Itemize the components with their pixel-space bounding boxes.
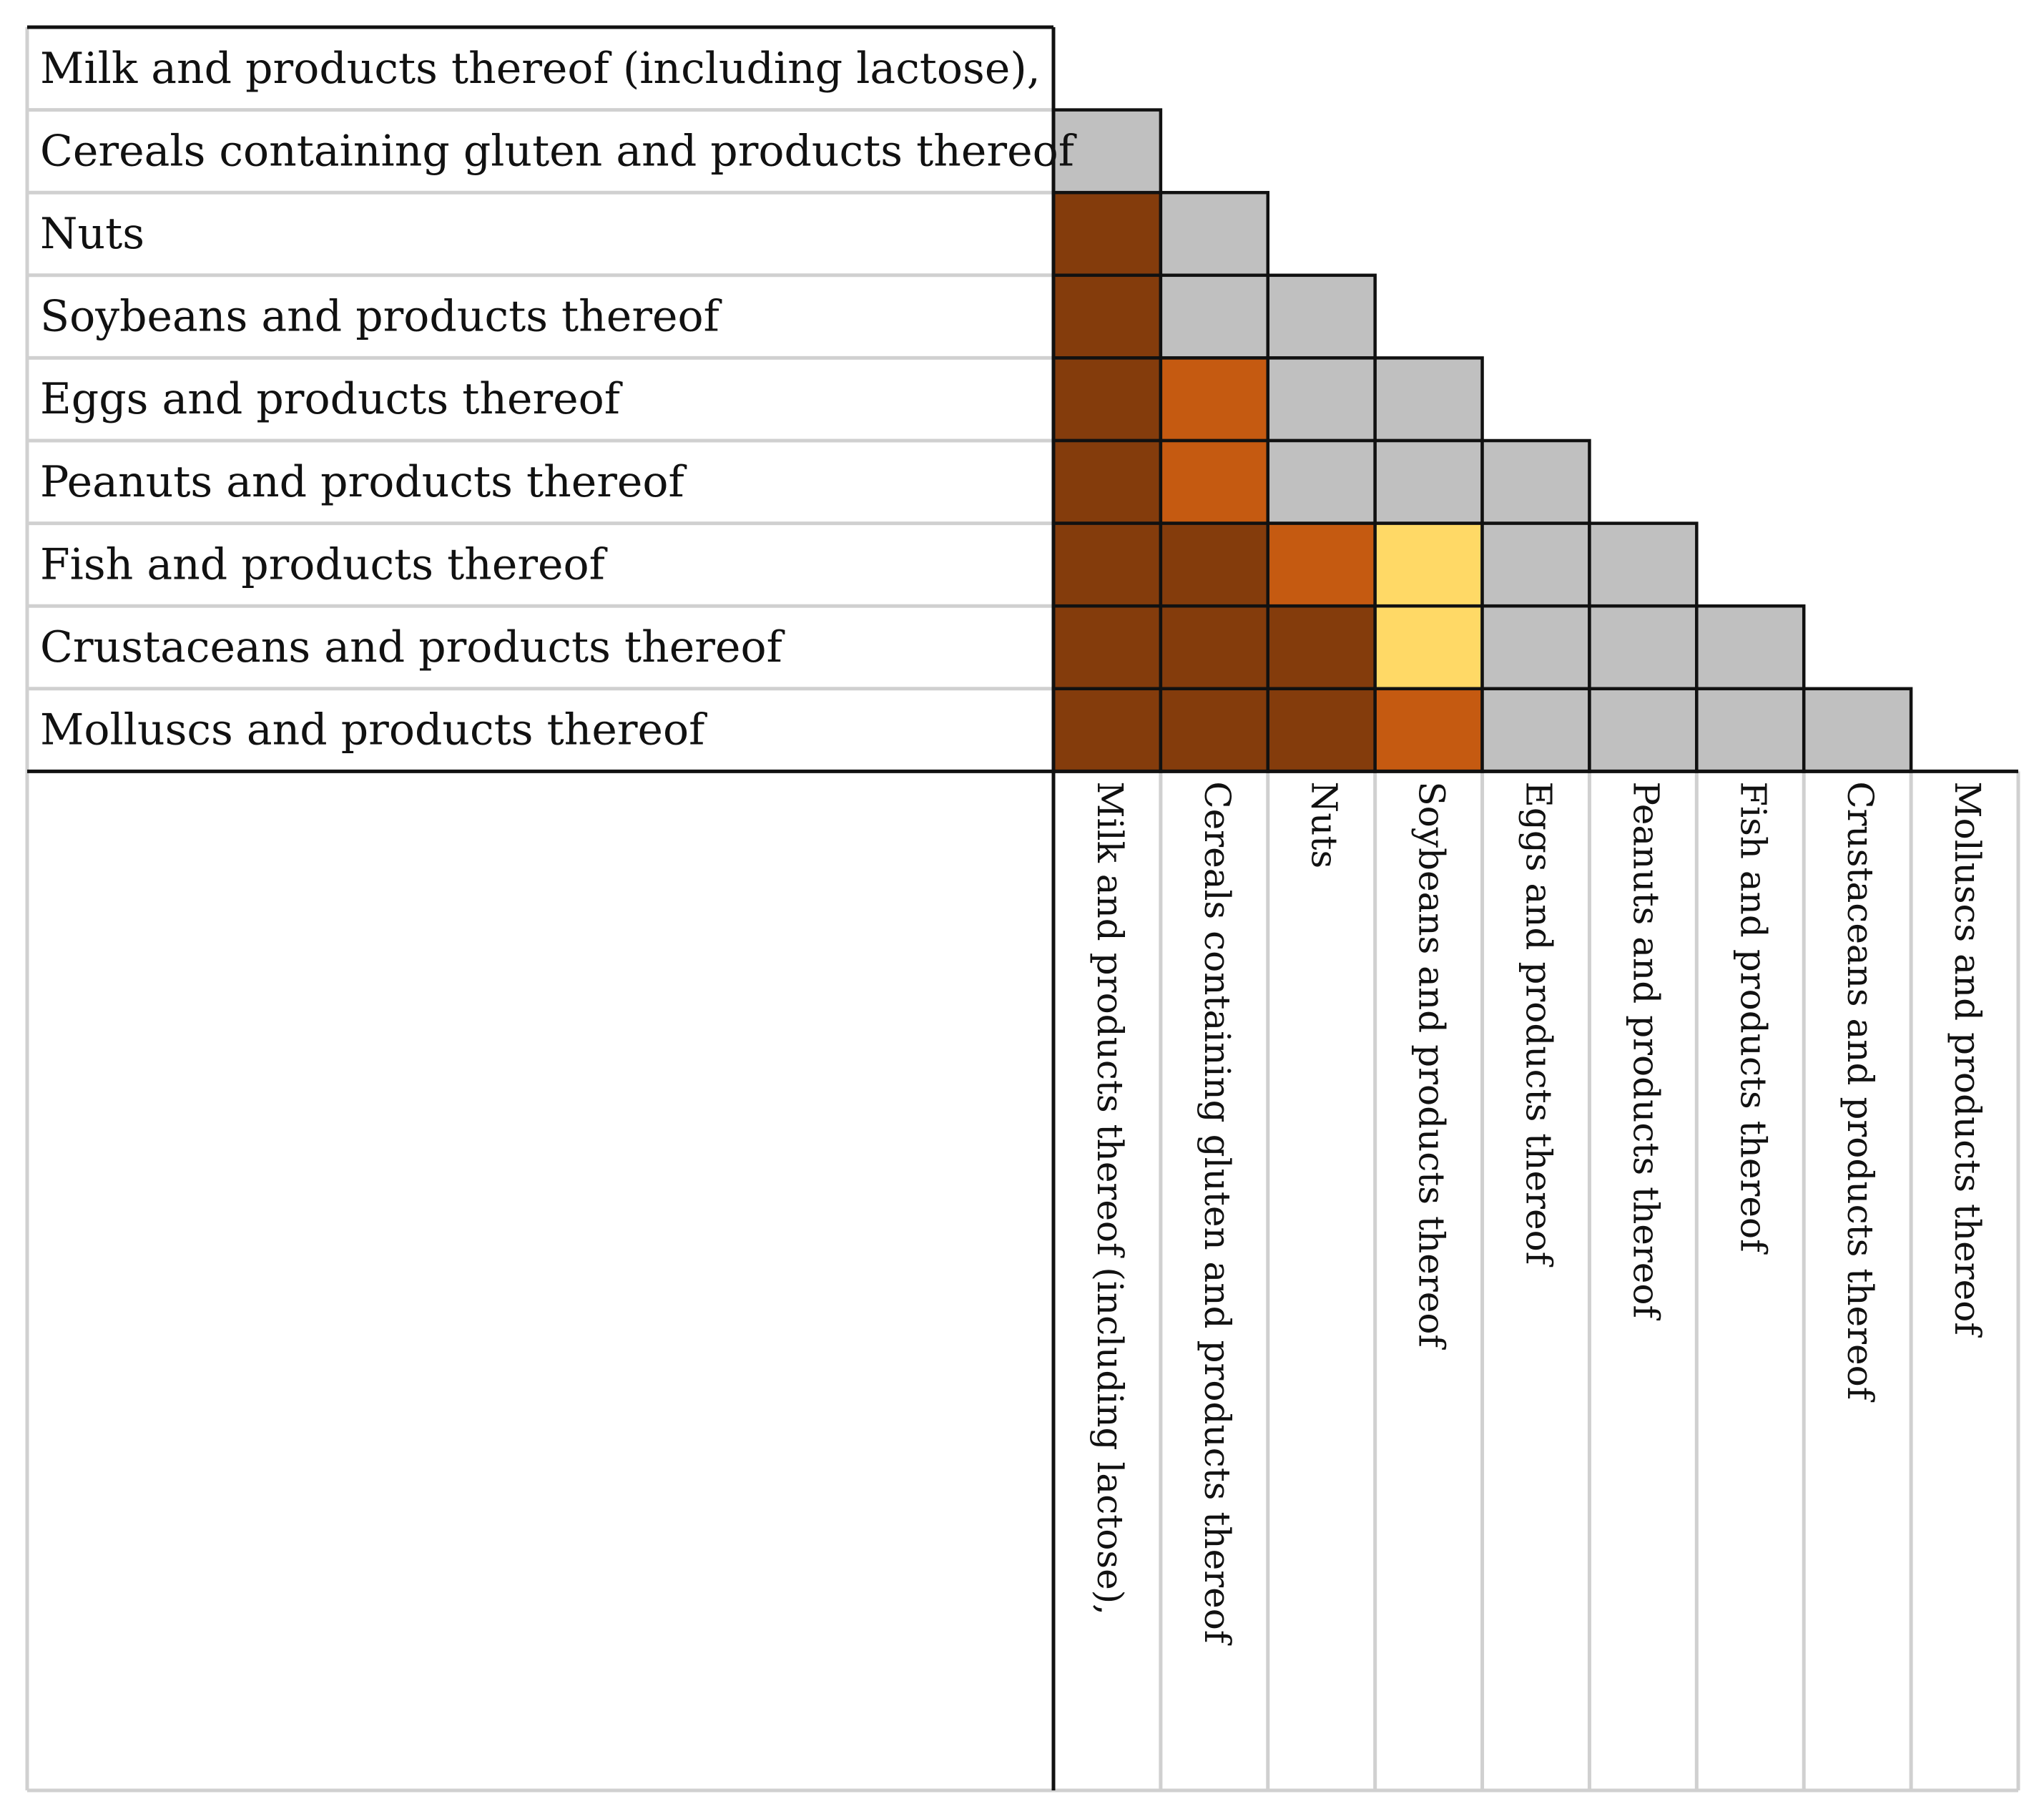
matrix-cell [1051,273,1163,360]
matrix-cell [1373,521,1484,608]
matrix-cell [1159,521,1270,608]
matrix-cell [1373,604,1484,691]
row-label: Soybeans and products thereof [40,292,722,342]
column-label: Soybeans and products thereof [1411,781,1453,1350]
column-label: Crustaceans and products thereof [1839,781,1881,1402]
column-label: Eggs and products thereof [1518,781,1560,1267]
matrix-cell [1695,687,1806,773]
matrix-cells [1051,108,1913,773]
matrix-cell [1373,356,1484,443]
matrix-cell [1159,356,1270,443]
row-label: Peanuts and products thereof [40,457,687,507]
matrix-cell [1159,438,1270,525]
column-label: Molluscs and products thereof [1947,781,1988,1338]
matrix-cell [1159,273,1270,360]
column-labels: Milk and products thereof (including lac… [1089,781,1988,1645]
matrix-cell [1051,438,1163,525]
matrix-cell [1266,273,1377,360]
row-label: Crustaceans and products thereof [40,622,785,672]
matrix-cell [1695,604,1806,691]
row-label: Eggs and products thereof [40,374,623,424]
matrix-cell [1480,521,1591,608]
matrix-cell [1266,356,1377,443]
matrix-cell [1588,604,1699,691]
matrix-cell [1051,190,1163,278]
row-labels: Milk and products thereof (including lac… [40,44,1077,755]
matrix-cell [1051,521,1163,608]
grid-lines [25,27,2020,1793]
matrix-cell [1480,687,1591,773]
matrix-cell [1588,521,1699,608]
column-label: Peanuts and products thereof [1625,781,1666,1320]
column-label: Nuts [1304,781,1345,868]
row-label: Molluscs and products thereof [40,705,707,755]
column-label: Fish and products thereof [1732,781,1774,1255]
matrix-cell [1051,604,1163,691]
matrix-cell [1588,687,1699,773]
matrix-cell [1266,687,1377,773]
column-label: Milk and products thereof (including lac… [1089,781,1131,1615]
matrix-cell [1266,521,1377,608]
matrix-cell [1266,438,1377,525]
matrix-cell [1051,356,1163,443]
matrix-cell [1266,604,1377,691]
matrix-cell [1159,687,1270,773]
matrix-frame [27,25,2018,1790]
row-label: Milk and products thereof (including lac… [40,44,1041,94]
matrix-cell [1373,438,1484,525]
row-label: Cereals containing gluten and products t… [40,126,1077,176]
matrix-cell [1373,687,1484,773]
matrix-cell [1159,190,1270,278]
column-label: Cereals containing gluten and products t… [1197,781,1238,1645]
matrix-cell [1051,687,1163,773]
row-label: Nuts [40,209,144,259]
matrix-cell [1480,438,1591,525]
matrix-cell [1480,604,1591,691]
matrix-cell [1159,604,1270,691]
matrix-cell [1802,687,1913,773]
row-label: Fish and products thereof [40,539,608,589]
